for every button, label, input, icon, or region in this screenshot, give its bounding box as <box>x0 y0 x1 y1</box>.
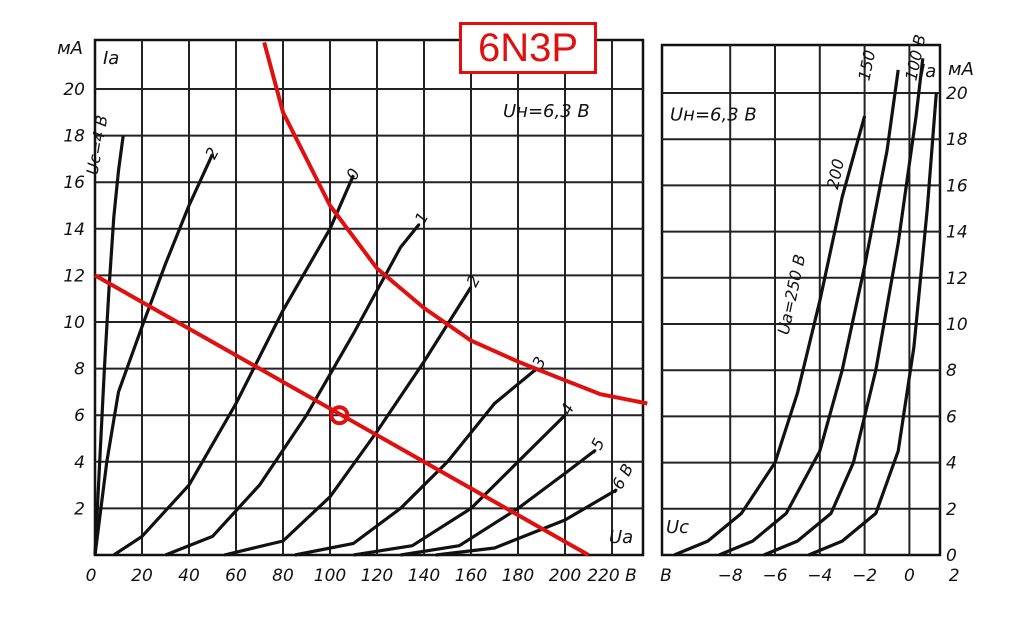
chart-title-box: 6N3P <box>459 22 597 74</box>
x-tick-label: 40 <box>178 566 200 586</box>
series-curve <box>435 488 618 557</box>
y-tick-label: 12 <box>946 269 968 289</box>
y-tick-label: 6 <box>946 407 957 427</box>
right-frame <box>660 43 942 557</box>
x-tick-label: 2 <box>949 566 960 586</box>
y-tick-label: 2 <box>946 500 957 520</box>
series-curve <box>223 286 473 557</box>
series-curve <box>112 174 355 557</box>
y-tick-label: 14 <box>946 223 968 243</box>
x-axis-label: Ua <box>609 527 633 548</box>
series-label: -5 <box>584 435 608 458</box>
x-axis-label: Uс <box>666 517 689 538</box>
series-curve <box>353 414 567 557</box>
x-tick-label: 60 <box>225 566 247 586</box>
x-tick-label: В <box>660 566 672 586</box>
y-tick-label: 20 <box>946 84 968 104</box>
y-tick-label: 20 <box>63 80 85 100</box>
y-tick-label: 6 <box>74 406 85 426</box>
y-tick-label: 8 <box>946 361 957 381</box>
x-tick-label: 0 <box>904 566 915 586</box>
x-tick-label: 200 <box>549 566 581 586</box>
series-label: 0 <box>342 165 364 183</box>
series-label: -2 <box>460 272 484 295</box>
x-tick-label: −4 <box>807 566 832 586</box>
x-tick-label: −8 <box>718 566 743 586</box>
series-label: -1 <box>408 209 432 232</box>
series-curve <box>93 153 214 556</box>
anode-characteristics-panel: 0 20 40 60 80 100 120 140 160 180 200 220 В24681012… <box>57 38 645 586</box>
y-tick-label: 0 <box>946 546 957 566</box>
y-tick-label: 14 <box>63 220 85 240</box>
series-curve <box>93 135 125 556</box>
y-tick-label: 4 <box>74 453 85 473</box>
load-line-line <box>94 273 590 557</box>
x-tick-label: 20 <box>131 566 153 586</box>
heater-voltage-label: Uн=6,3 В <box>670 105 757 126</box>
red-overlays <box>94 41 648 557</box>
chart-title: 6N3P <box>477 26 579 70</box>
x-tick-label: −6 <box>762 566 787 586</box>
x-tick-label: 180 <box>502 566 534 586</box>
y-tick-label: 16 <box>63 173 85 193</box>
x-tick-label: 220 В <box>587 566 637 586</box>
y-tick-label: 12 <box>63 266 85 286</box>
series-label: 150 <box>854 48 879 82</box>
y-axis-label: Ia <box>920 61 936 82</box>
series-label: -4 <box>554 400 578 423</box>
y-axis-label: Ia <box>103 48 119 69</box>
y-tick-label: 4 <box>946 454 957 474</box>
y-tick-label: 8 <box>74 360 85 380</box>
transfer-characteristics-panel: В −8 −6 −4 −2 0 202468101214161820мАIaUсUн=6,3… <box>660 33 974 586</box>
y-tick-label: 18 <box>946 130 968 150</box>
series-curve <box>763 58 925 557</box>
y-tick-label: 2 <box>74 499 85 519</box>
y-tick-label: 18 <box>63 127 85 147</box>
x-tick-label: 80 <box>272 566 294 586</box>
series-curve <box>673 115 867 557</box>
x-tick-label: 140 <box>408 566 440 586</box>
operating-point <box>329 405 350 426</box>
x-tick-label: −2 <box>852 566 877 586</box>
series-curve <box>164 223 421 557</box>
x-tick-label: 160 <box>455 566 487 586</box>
x-tick-label: 0 <box>86 566 97 586</box>
series-curve <box>807 92 938 557</box>
y-tick-label: 16 <box>946 176 968 196</box>
series-curve <box>400 448 597 557</box>
heater-voltage-label: Uн=6,3 В <box>503 101 590 122</box>
series-label: 2 <box>201 144 223 162</box>
x-tick-label: 100 <box>314 566 346 586</box>
y-unit: мА <box>57 38 83 59</box>
series-label: Uс=4 В <box>82 114 111 177</box>
series-label: -6 В <box>605 460 637 497</box>
series-curve <box>718 69 900 557</box>
x-tick-label: 120 <box>361 566 393 586</box>
y-unit: мА <box>948 59 974 80</box>
left-frame <box>93 38 645 557</box>
series-curve <box>294 367 538 557</box>
max-dissipation-line <box>262 41 648 406</box>
y-tick-label: 10 <box>63 313 85 333</box>
y-tick-label: 10 <box>946 315 968 335</box>
